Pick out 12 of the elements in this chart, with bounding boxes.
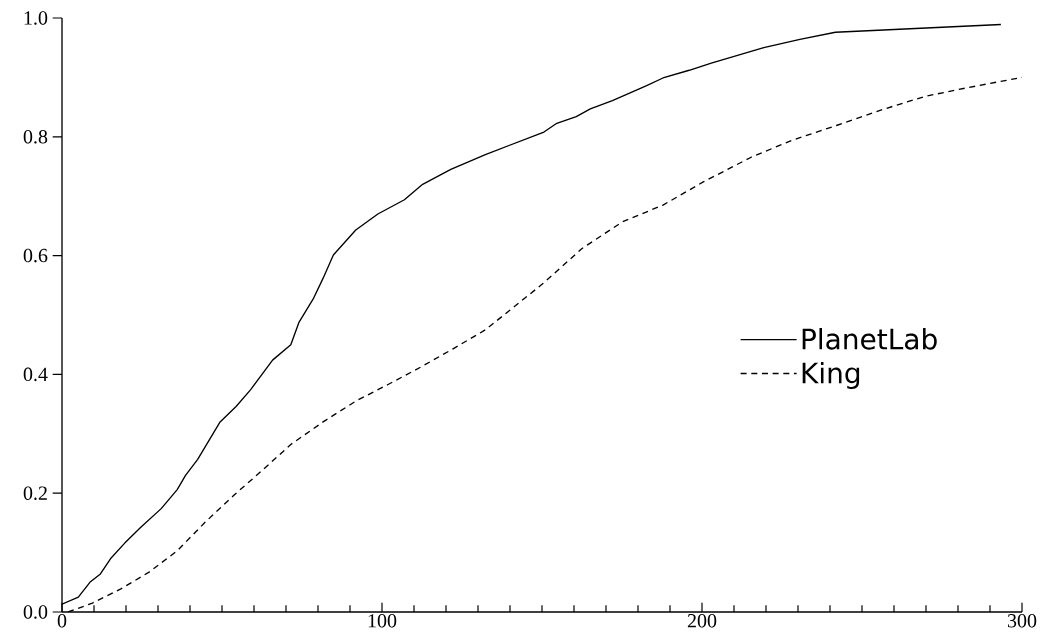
y-tick-label: 0.0 bbox=[23, 605, 48, 619]
y-tick-label: 0.6 bbox=[23, 248, 48, 263]
x-tick-label: 200 bbox=[687, 614, 717, 628]
y-tick-label: 0.2 bbox=[23, 486, 47, 500]
y-tick-label: 0.4 bbox=[23, 367, 48, 382]
x-tick-label: 0 bbox=[57, 614, 67, 628]
legend-label: King bbox=[802, 361, 860, 390]
y-tick-label: 1.0 bbox=[24, 11, 48, 25]
y-tick-label: 0.8 bbox=[23, 130, 48, 144]
x-tick-label: 300 bbox=[1007, 614, 1037, 628]
x-tick-label: 100 bbox=[368, 614, 397, 628]
legend-label: PlanetLab bbox=[802, 327, 937, 350]
